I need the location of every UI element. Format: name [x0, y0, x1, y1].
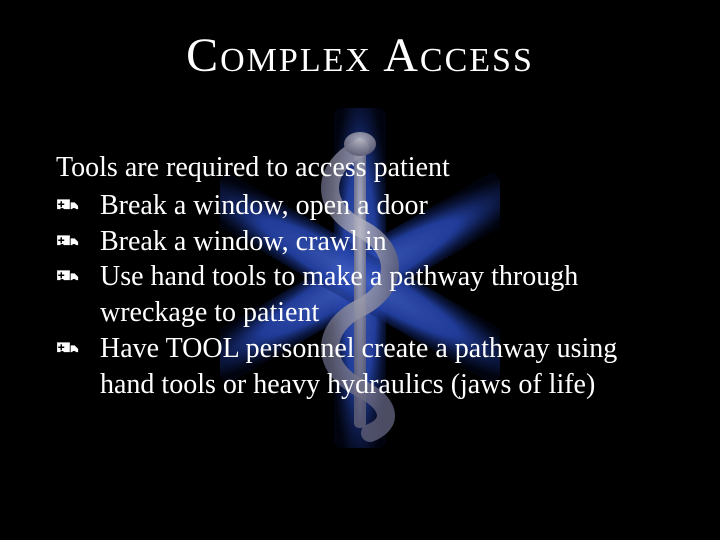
- list-item: Break a window, crawl in: [56, 224, 670, 260]
- list-item: Use hand tools to make a pathway through…: [56, 259, 670, 331]
- intro-text: Tools are required to access patient: [56, 150, 670, 186]
- slide-title: Complex Access: [0, 28, 720, 83]
- ambulance-icon: [56, 230, 80, 252]
- list-item: Break a window, open a door: [56, 188, 670, 224]
- bullet-text: Break a window, open a door: [100, 190, 428, 221]
- bullet-list: Break a window, open a door Break a wind…: [56, 188, 670, 403]
- ambulance-icon: [56, 265, 80, 287]
- list-item: Have TOOL personnel create a pathway usi…: [56, 331, 670, 403]
- ambulance-icon: [56, 194, 80, 216]
- bullet-text: Break a window, crawl in: [100, 226, 387, 257]
- bullet-text: Have TOOL personnel create a pathway usi…: [100, 333, 617, 400]
- ambulance-icon: [56, 337, 80, 359]
- bullet-text: Use hand tools to make a pathway through…: [100, 261, 578, 328]
- slide: Complex Access Tools are required to acc…: [0, 0, 720, 540]
- slide-body: Tools are required to access patient Bre…: [56, 150, 670, 403]
